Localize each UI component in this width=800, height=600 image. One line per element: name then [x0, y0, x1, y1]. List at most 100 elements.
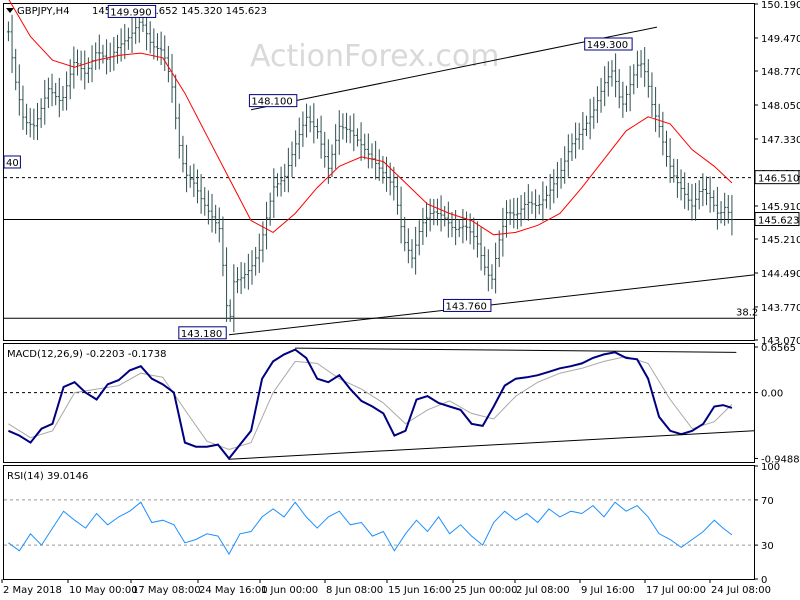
ohlc-bar [432, 198, 436, 226]
ohlc-bar [530, 191, 534, 214]
ohlc-bar [617, 69, 621, 109]
ohlc-bar [588, 98, 592, 140]
macd-y-tick-label: 0.6565 [761, 343, 796, 354]
ohlc-bar [257, 233, 261, 273]
ohlc-bar [206, 190, 210, 225]
ohlc-bar [392, 166, 396, 201]
ohlc-bar [534, 189, 538, 219]
ohlc-bar [279, 166, 283, 197]
ohlc-bar [101, 44, 105, 64]
ohlc-bar [508, 199, 512, 225]
ohlc-bar [428, 198, 432, 232]
ohlc-bar [708, 176, 712, 213]
ohlc-bar [17, 64, 21, 116]
ohlc-bar [377, 149, 381, 181]
price-axis-marker-label: 146.510 [758, 174, 799, 185]
ohlc-bar [654, 86, 658, 132]
ohlc-bar [6, 21, 10, 42]
rsi-y-tick-label: 70 [761, 496, 774, 507]
ohlc-bar [72, 46, 76, 89]
ohlc-bar [719, 201, 723, 224]
ohlc-bar [21, 85, 25, 130]
ohlc-bar [410, 239, 414, 269]
ohlc-bar [552, 169, 556, 204]
ohlc-bar [526, 184, 530, 221]
rsi-title: RSI(14) 39.0146 [7, 471, 88, 482]
ohlc-bar [155, 33, 159, 61]
ohlc-bar [403, 216, 407, 252]
ohlc-bar [672, 158, 676, 183]
price-y-tick-label: 143.770 [761, 303, 800, 314]
ohlc-bar [446, 201, 450, 238]
x-tick-label: 2 May 2018 [3, 585, 62, 596]
x-tick-label: 15 Jun 16:00 [388, 585, 452, 596]
price-y-tick-label: 149.470 [761, 34, 800, 45]
ohlc-bar [203, 187, 207, 216]
ohlc-bar [308, 105, 312, 133]
ohlc-bar [701, 173, 705, 207]
price-axis-marker-label: 145.623 [758, 216, 799, 227]
ohlc-bar [192, 163, 196, 197]
ohlc-bar [14, 48, 18, 91]
ohlc-bar [595, 86, 599, 123]
ohlc-bar [545, 185, 549, 209]
ohlc-bar [679, 169, 683, 201]
ohlc-bar [25, 103, 29, 135]
ohlc-bar [166, 45, 170, 83]
ohlc-bar [381, 156, 385, 184]
ohlc-bar [501, 207, 505, 257]
price-annotation-box [443, 298, 492, 312]
price-annotation-label: 149.300 [587, 40, 628, 51]
ohlc-bar [639, 50, 643, 78]
ohlc-bar [461, 209, 465, 244]
ohlc-bar [261, 221, 265, 263]
ohlc-bar [570, 133, 574, 162]
ohlc-bar [421, 207, 425, 245]
ohlc-bar [628, 65, 632, 112]
ohlc-bar [625, 85, 629, 112]
ohlc-bar [35, 102, 39, 141]
ohlc-bar [686, 182, 690, 211]
price-y-tick-label: 145.910 [761, 202, 800, 213]
ohlc-bar [650, 72, 654, 118]
ohlc-bar [632, 64, 636, 95]
ohlc-bar [305, 103, 309, 138]
ohlc-bar [457, 219, 461, 238]
ohlc-bar [690, 183, 694, 221]
macd-panel-frame [3, 343, 755, 463]
ohlc-bar [46, 77, 50, 109]
ohlc-bar [39, 98, 43, 128]
rsi-line [8, 501, 733, 556]
ohlc-bar [475, 221, 479, 258]
ohlc-bar [181, 135, 185, 173]
ohlc-bar [243, 262, 247, 289]
ohlc-bar [406, 228, 410, 264]
price-y-tick-label: 150.190 [761, 0, 800, 11]
ohlc-bar [664, 130, 668, 167]
fib-label-38-2: 38.2 [736, 307, 758, 318]
macd-panel: MACD(12,26,9) -0.2203 -0.1738 [4, 347, 755, 461]
ohlc-bar [697, 180, 701, 210]
ohlc-bar [214, 204, 218, 234]
ohlc-bar [465, 211, 469, 241]
x-tick-label: 25 Jun 00:00 [454, 585, 518, 596]
ohlc-bar [290, 141, 294, 178]
x-tick-label: 17 May 08:00 [132, 585, 201, 596]
chart-header: GBPJPY,H4 145.501 145.652 145.320 145.62… [6, 6, 267, 17]
ohlc-bar [268, 192, 272, 226]
ohlc-bar [283, 163, 287, 192]
dropdown-triangle-icon[interactable] [6, 8, 14, 13]
price-annotation-label: 148.100 [251, 97, 292, 108]
ohlc-bar [425, 202, 429, 238]
ohlc-bar [86, 57, 90, 84]
ohlc-bar [443, 205, 447, 227]
ohlc-bar [294, 130, 298, 167]
price-panel: 38.2 149.990 148.100 149.300 143.760 143.180 4… [3, 0, 758, 340]
ohlc-bar [355, 128, 359, 147]
ohlc-bar [512, 197, 516, 229]
ohlc-bar [712, 190, 716, 212]
ohlc-bar [363, 133, 367, 160]
price-annotation-box [3, 155, 21, 169]
